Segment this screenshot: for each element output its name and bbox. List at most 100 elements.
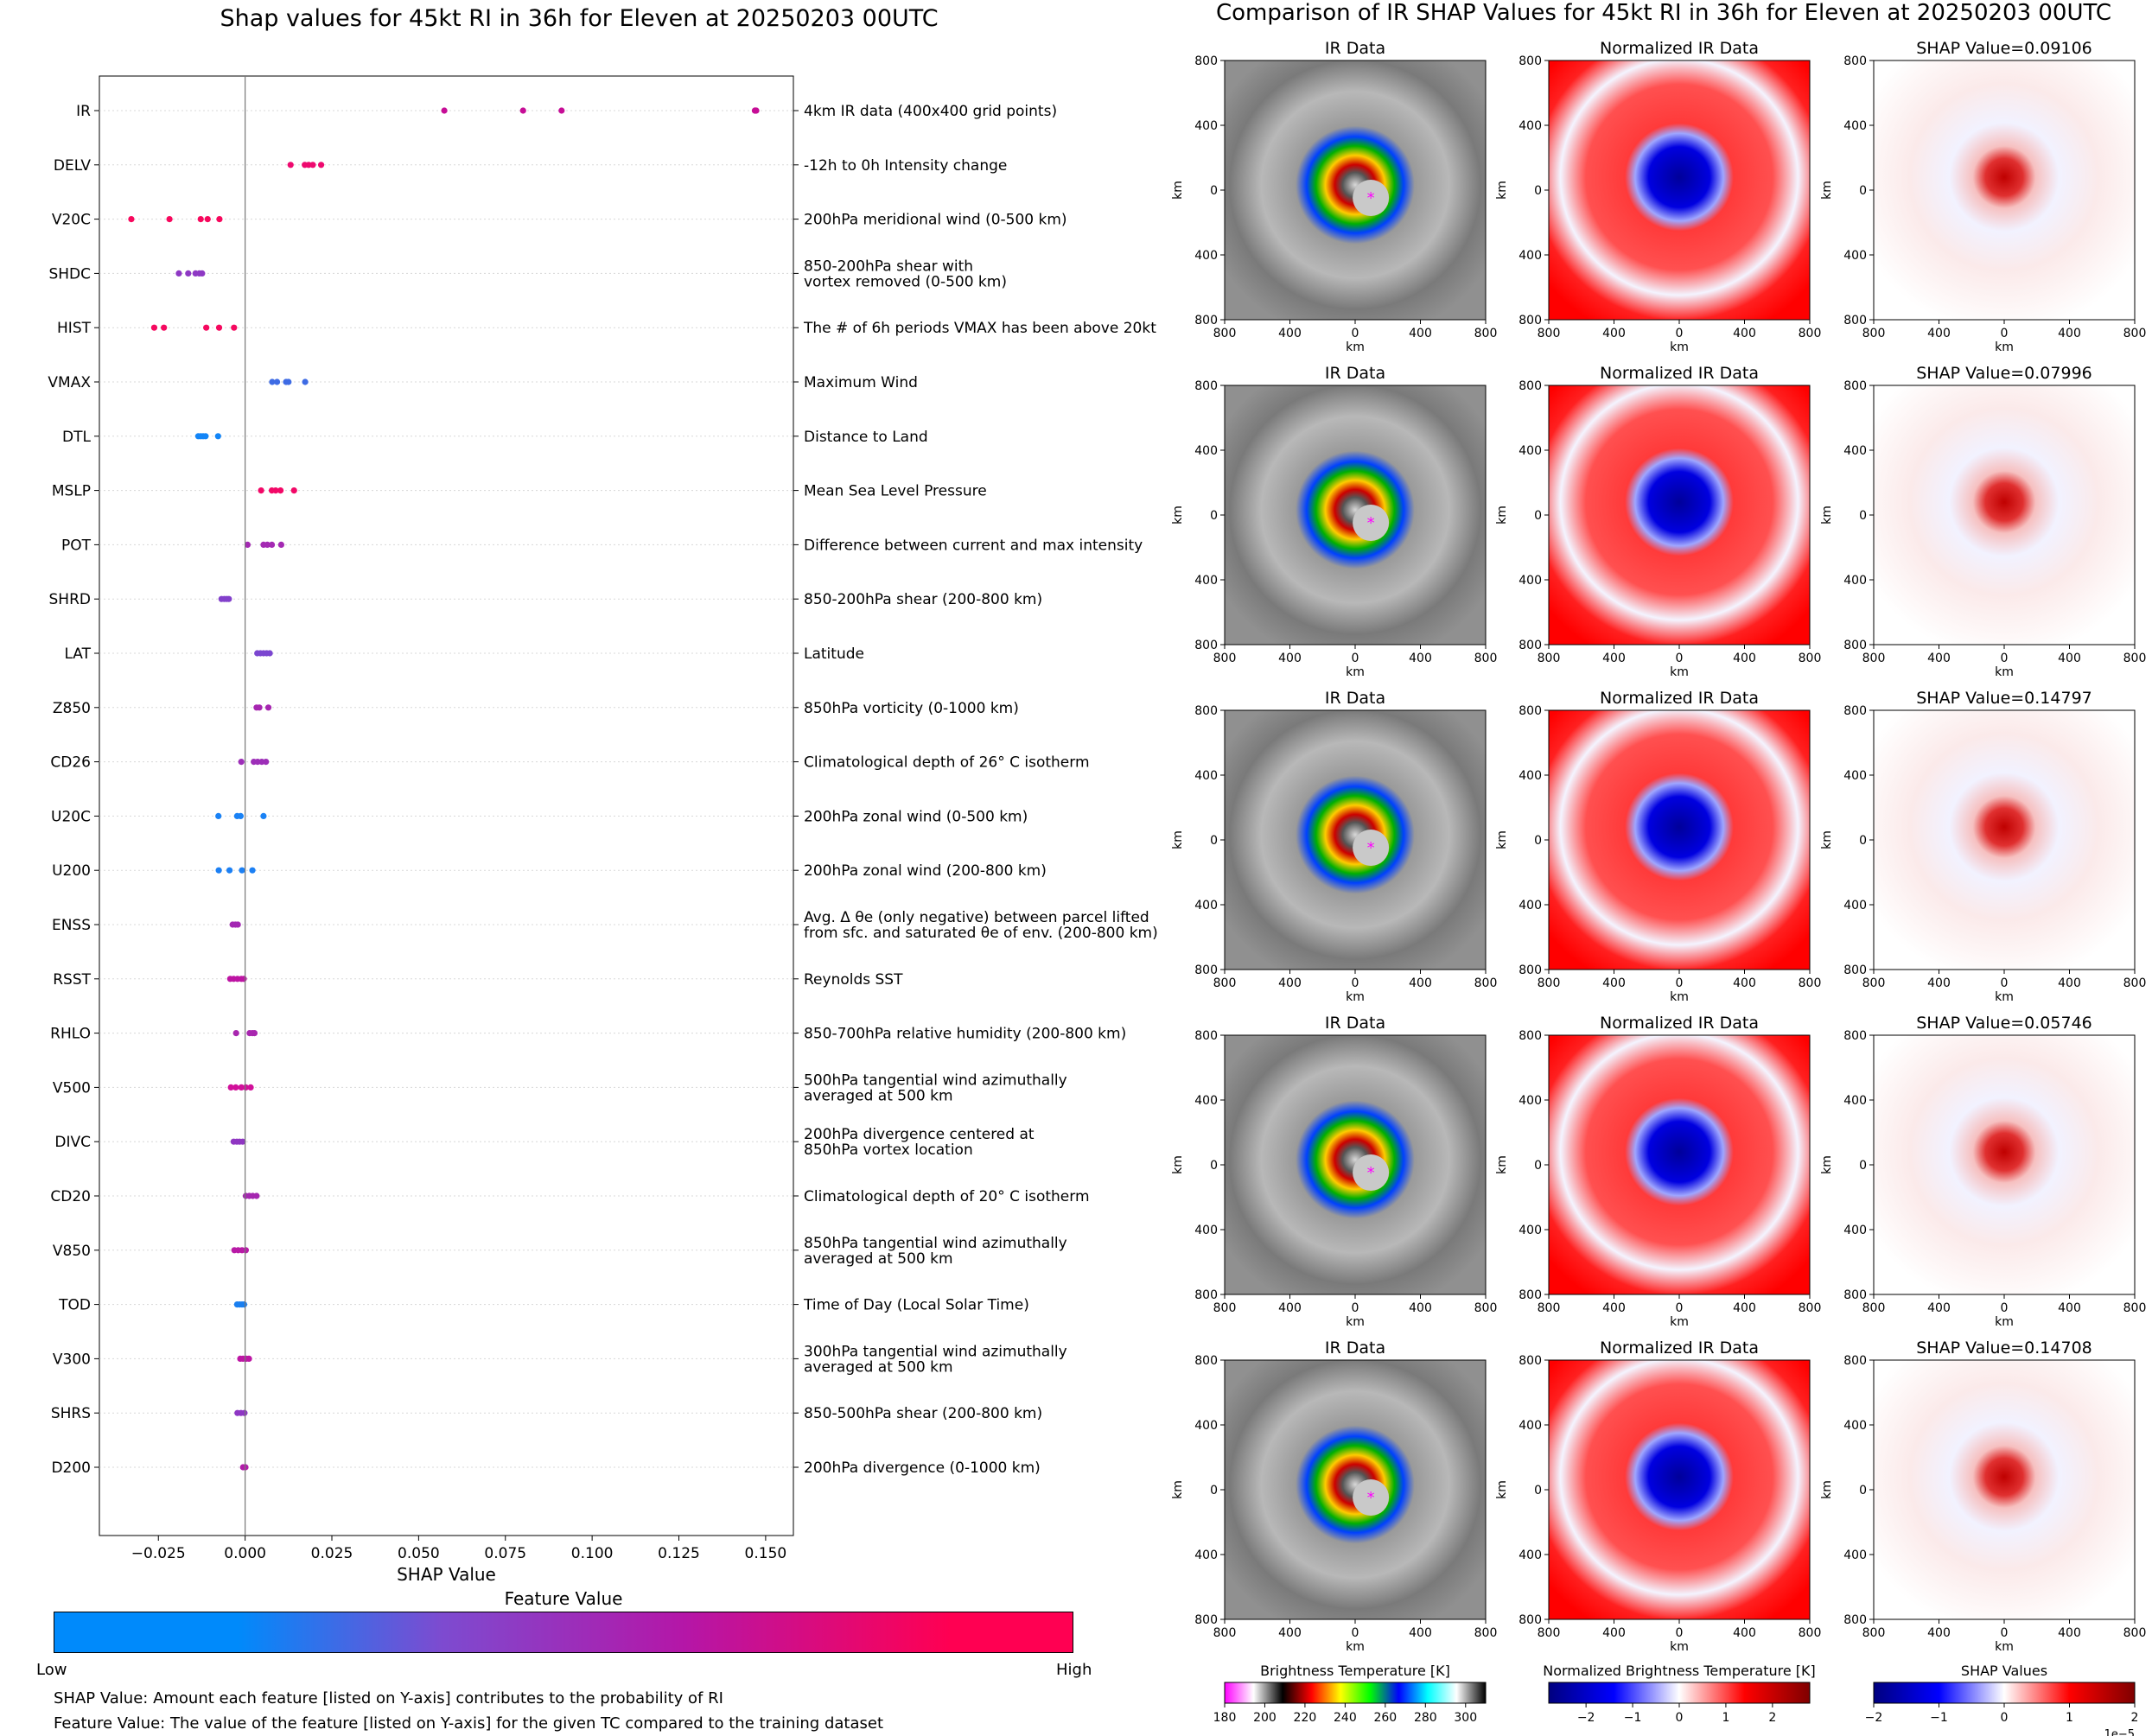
colorbar-tick-label: −2 bbox=[1865, 1711, 1883, 1725]
x-tick-label: 0 bbox=[1352, 1626, 1359, 1640]
y-tick-label: 800 bbox=[1518, 1613, 1542, 1627]
feature-description: Reynolds SST bbox=[804, 971, 903, 989]
colorbar-label: Brightness Temperature [K] bbox=[1260, 1663, 1450, 1679]
y-tick-label: 0 bbox=[1534, 184, 1542, 198]
x-tick-label: 400 bbox=[1278, 1301, 1302, 1315]
feature-label: MSLP bbox=[52, 483, 91, 500]
feature-label: POT bbox=[61, 537, 92, 554]
x-tick-label: 0 bbox=[1352, 327, 1359, 340]
x-tick-label: 800 bbox=[1799, 976, 1822, 990]
x-axis-label: km bbox=[1346, 1315, 1365, 1329]
shap-point bbox=[238, 1084, 245, 1091]
x-tick-label: 800 bbox=[1799, 1626, 1822, 1640]
shap-point bbox=[128, 216, 135, 223]
y-tick-label: 800 bbox=[1518, 54, 1542, 68]
shap-point bbox=[277, 487, 284, 494]
feature-label: LAT bbox=[64, 645, 91, 663]
x-tick-label: 400 bbox=[1733, 652, 1756, 665]
x-tick-label: 400 bbox=[1278, 327, 1302, 340]
feature-label: V300 bbox=[53, 1351, 91, 1368]
shap-point bbox=[215, 812, 222, 820]
feature-description: 4km IR data (400x400 grid points) bbox=[804, 103, 1057, 120]
panel-image bbox=[1874, 385, 2135, 645]
panel-title: SHAP Value=0.07996 bbox=[1916, 364, 2092, 383]
y-tick-label: 800 bbox=[1194, 1029, 1218, 1043]
x-tick-label: 800 bbox=[1862, 327, 1886, 340]
shap-point bbox=[237, 812, 245, 820]
x-axis-label: km bbox=[1670, 1640, 1689, 1654]
y-tick-label: 800 bbox=[1194, 639, 1218, 652]
x-tick-label: 400 bbox=[1409, 976, 1432, 990]
y-tick-label: 800 bbox=[1194, 379, 1218, 393]
x-tick-label: 400 bbox=[1409, 652, 1432, 665]
shap-point bbox=[227, 1084, 234, 1091]
storm-eye bbox=[1353, 505, 1390, 541]
feature-label: SHRS bbox=[51, 1405, 91, 1422]
x-axis-label: km bbox=[1346, 340, 1365, 354]
x-tick-label: 400 bbox=[2058, 976, 2081, 990]
x-tick-label: 400 bbox=[1733, 1301, 1756, 1315]
y-tick-label: 400 bbox=[1194, 1548, 1218, 1562]
shap-point bbox=[441, 107, 448, 114]
feature-label: ENSS bbox=[52, 917, 91, 934]
x-tick-label: 800 bbox=[1213, 1301, 1237, 1315]
feature-description: 850hPa tangential wind azimuthally bbox=[804, 1235, 1067, 1252]
panel-title: Normalized IR Data bbox=[1600, 1339, 1759, 1358]
x-tick-label: 400 bbox=[1733, 1626, 1756, 1640]
colorbar-tick-label: 0 bbox=[2001, 1711, 2009, 1725]
y-tick-label: 400 bbox=[1843, 1548, 1867, 1562]
colorbar-tick-label: 180 bbox=[1213, 1711, 1237, 1725]
x-tick-label: 400 bbox=[1927, 1626, 1951, 1640]
feature-description: 850-700hPa relative humidity (200-800 km… bbox=[804, 1026, 1126, 1043]
x-tick-label: 400 bbox=[1927, 327, 1951, 340]
x-tick-label: 800 bbox=[1799, 1301, 1822, 1315]
feature-label: DTL bbox=[62, 429, 91, 446]
y-axis-label: km bbox=[1171, 1480, 1185, 1499]
panel-image bbox=[1549, 1035, 1810, 1294]
x-tick-label: 800 bbox=[2123, 1301, 2147, 1315]
shap-point bbox=[239, 867, 245, 874]
colorbar-tick-label: −2 bbox=[1577, 1711, 1595, 1725]
feature-description: 300hPa tangential wind azimuthally bbox=[804, 1343, 1067, 1360]
y-tick-label: 0 bbox=[1859, 834, 1867, 848]
y-tick-label: 0 bbox=[1534, 1159, 1542, 1173]
x-tick-label: 400 bbox=[1278, 1626, 1302, 1640]
feature-description: 850hPa vortex location bbox=[804, 1141, 973, 1159]
panel-title: IR Data bbox=[1325, 1014, 1385, 1033]
colorbar-tick-label: 300 bbox=[1454, 1711, 1477, 1725]
right-figure-title: Comparison of IR SHAP Values for 45kt RI… bbox=[1215, 0, 2112, 26]
feature-label: CD20 bbox=[50, 1188, 91, 1205]
y-tick-label: 800 bbox=[1843, 1288, 1867, 1302]
y-tick-label: 400 bbox=[1518, 444, 1542, 458]
y-tick-label: 800 bbox=[1518, 639, 1542, 652]
x-axis-label: SHAP Value bbox=[397, 1564, 496, 1585]
colorbar-tick-label: 2 bbox=[2131, 1711, 2139, 1725]
shap-summary-chart: IR 4km IR data (400x400 grid points) DELV -… bbox=[48, 75, 1158, 1585]
colorbar-tick-label: 2 bbox=[1768, 1711, 1776, 1725]
x-tick-label: 0 bbox=[1352, 1301, 1359, 1315]
shap-point bbox=[247, 1084, 254, 1091]
feature-label: U20C bbox=[51, 808, 91, 825]
x-tick-label: 400 bbox=[1602, 976, 1626, 990]
feature-description: Maximum Wind bbox=[804, 374, 918, 391]
y-tick-label: 400 bbox=[1194, 899, 1218, 913]
x-tick-label: 0.000 bbox=[224, 1545, 266, 1562]
x-tick-label: 0 bbox=[2001, 976, 2009, 990]
x-tick-label: 400 bbox=[1409, 327, 1432, 340]
panel-title: Normalized IR Data bbox=[1600, 39, 1759, 58]
feature-label: VMAX bbox=[48, 374, 91, 391]
shap-point bbox=[302, 378, 309, 385]
y-tick-label: 800 bbox=[1843, 1029, 1867, 1043]
y-tick-label: 400 bbox=[1843, 1419, 1867, 1433]
y-axis-label: km bbox=[1171, 506, 1185, 525]
y-axis-label: km bbox=[1495, 506, 1509, 525]
x-tick-label: 400 bbox=[1602, 327, 1626, 340]
x-tick-label: 400 bbox=[1602, 652, 1626, 665]
x-tick-label: 0.100 bbox=[571, 1545, 614, 1562]
x-axis-label: km bbox=[1670, 990, 1689, 1004]
shap-point bbox=[242, 1247, 250, 1254]
x-tick-label: 400 bbox=[2058, 327, 2081, 340]
colorbar-tick-label: 200 bbox=[1253, 1711, 1277, 1725]
y-tick-label: 400 bbox=[1843, 1224, 1867, 1237]
panel-image bbox=[1874, 1360, 2135, 1619]
